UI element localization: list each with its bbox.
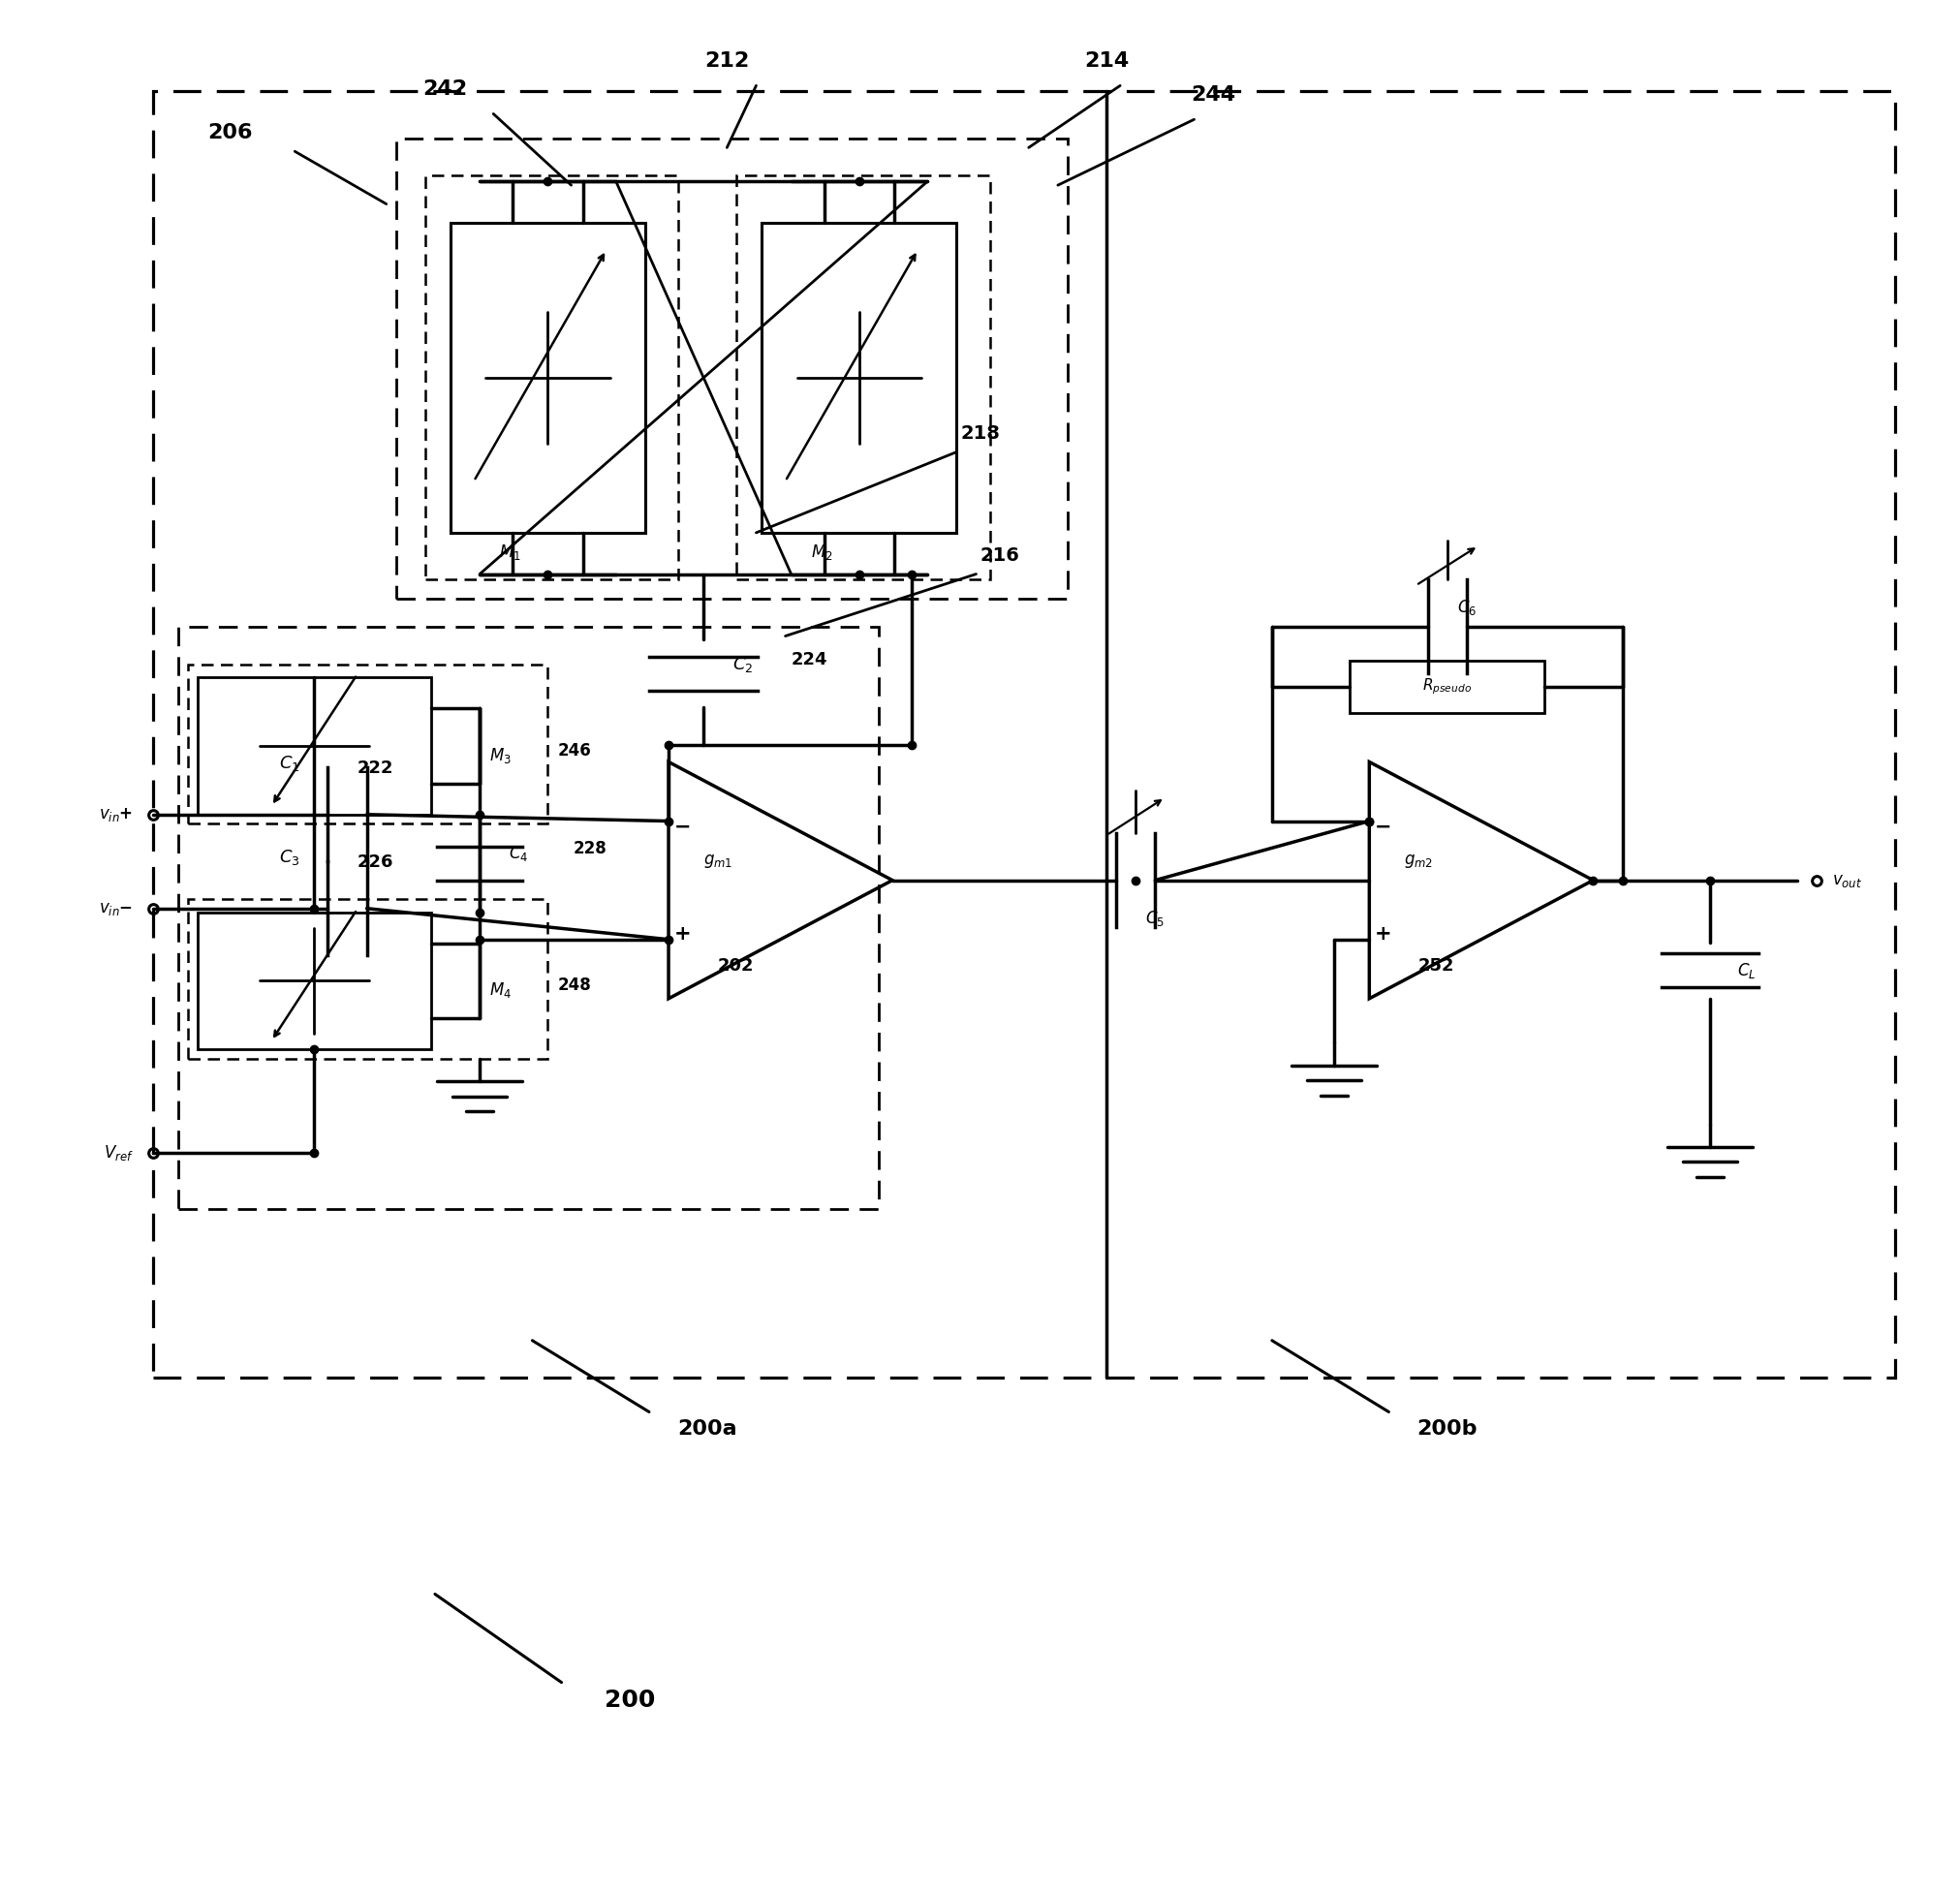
Text: $g_{m1}$: $g_{m1}$	[704, 853, 733, 870]
Bar	[188, 899, 549, 1060]
Text: 212: 212	[704, 51, 749, 70]
Text: 248: 248	[557, 976, 592, 993]
Text: 218: 218	[960, 424, 1000, 443]
Bar	[178, 626, 878, 1209]
Text: +: +	[674, 923, 690, 944]
Text: $g_{m2}$: $g_{m2}$	[1405, 853, 1433, 870]
Bar	[153, 91, 1895, 1377]
Text: $v_{in}$+: $v_{in}$+	[100, 806, 133, 823]
Bar	[198, 912, 431, 1050]
Text: $R_{pseudo}$: $R_{pseudo}$	[1423, 677, 1472, 696]
Bar	[737, 176, 990, 579]
Bar	[198, 677, 431, 814]
Text: $M_2$: $M_2$	[811, 543, 833, 562]
Text: 200a: 200a	[678, 1419, 737, 1438]
Text: $C_L$: $C_L$	[1737, 961, 1756, 980]
Text: 200b: 200b	[1417, 1419, 1478, 1438]
Text: 242: 242	[421, 79, 466, 98]
Text: $M_4$: $M_4$	[490, 980, 512, 999]
Text: −: −	[674, 817, 690, 836]
Text: 200: 200	[604, 1688, 655, 1712]
Text: 206: 206	[208, 123, 253, 142]
Text: $M_1$: $M_1$	[500, 543, 521, 562]
Text: 246: 246	[557, 742, 592, 759]
Bar	[425, 176, 678, 579]
Text: −: −	[1374, 817, 1392, 836]
Text: $M_3$: $M_3$	[490, 745, 512, 764]
Bar	[1350, 660, 1544, 713]
Text: 228: 228	[572, 840, 608, 857]
Text: $V_{ref}$: $V_{ref}$	[104, 1143, 133, 1162]
Bar	[396, 138, 1068, 598]
Text: $v_{out}$: $v_{out}$	[1833, 872, 1862, 889]
Text: 224: 224	[792, 651, 827, 668]
Text: +: +	[1374, 923, 1392, 944]
Text: $C_1$: $C_1$	[278, 753, 300, 774]
Bar	[188, 664, 549, 823]
Text: $C_6$: $C_6$	[1456, 598, 1476, 617]
Text: $v_{in}$−: $v_{in}$−	[100, 901, 133, 918]
Text: $C_3$: $C_3$	[278, 848, 300, 867]
Bar	[762, 223, 956, 534]
Text: 252: 252	[1417, 957, 1454, 974]
Text: 202: 202	[717, 957, 753, 974]
Bar	[451, 223, 645, 534]
Text: 244: 244	[1192, 85, 1237, 104]
Text: 216: 216	[980, 547, 1019, 566]
Text: 214: 214	[1084, 51, 1129, 70]
Text: 222: 222	[357, 759, 394, 778]
Text: $C_2$: $C_2$	[733, 655, 753, 674]
Text: $C_5$: $C_5$	[1145, 908, 1164, 927]
Text: 226: 226	[357, 853, 394, 870]
Text: $C_4$: $C_4$	[510, 844, 529, 863]
